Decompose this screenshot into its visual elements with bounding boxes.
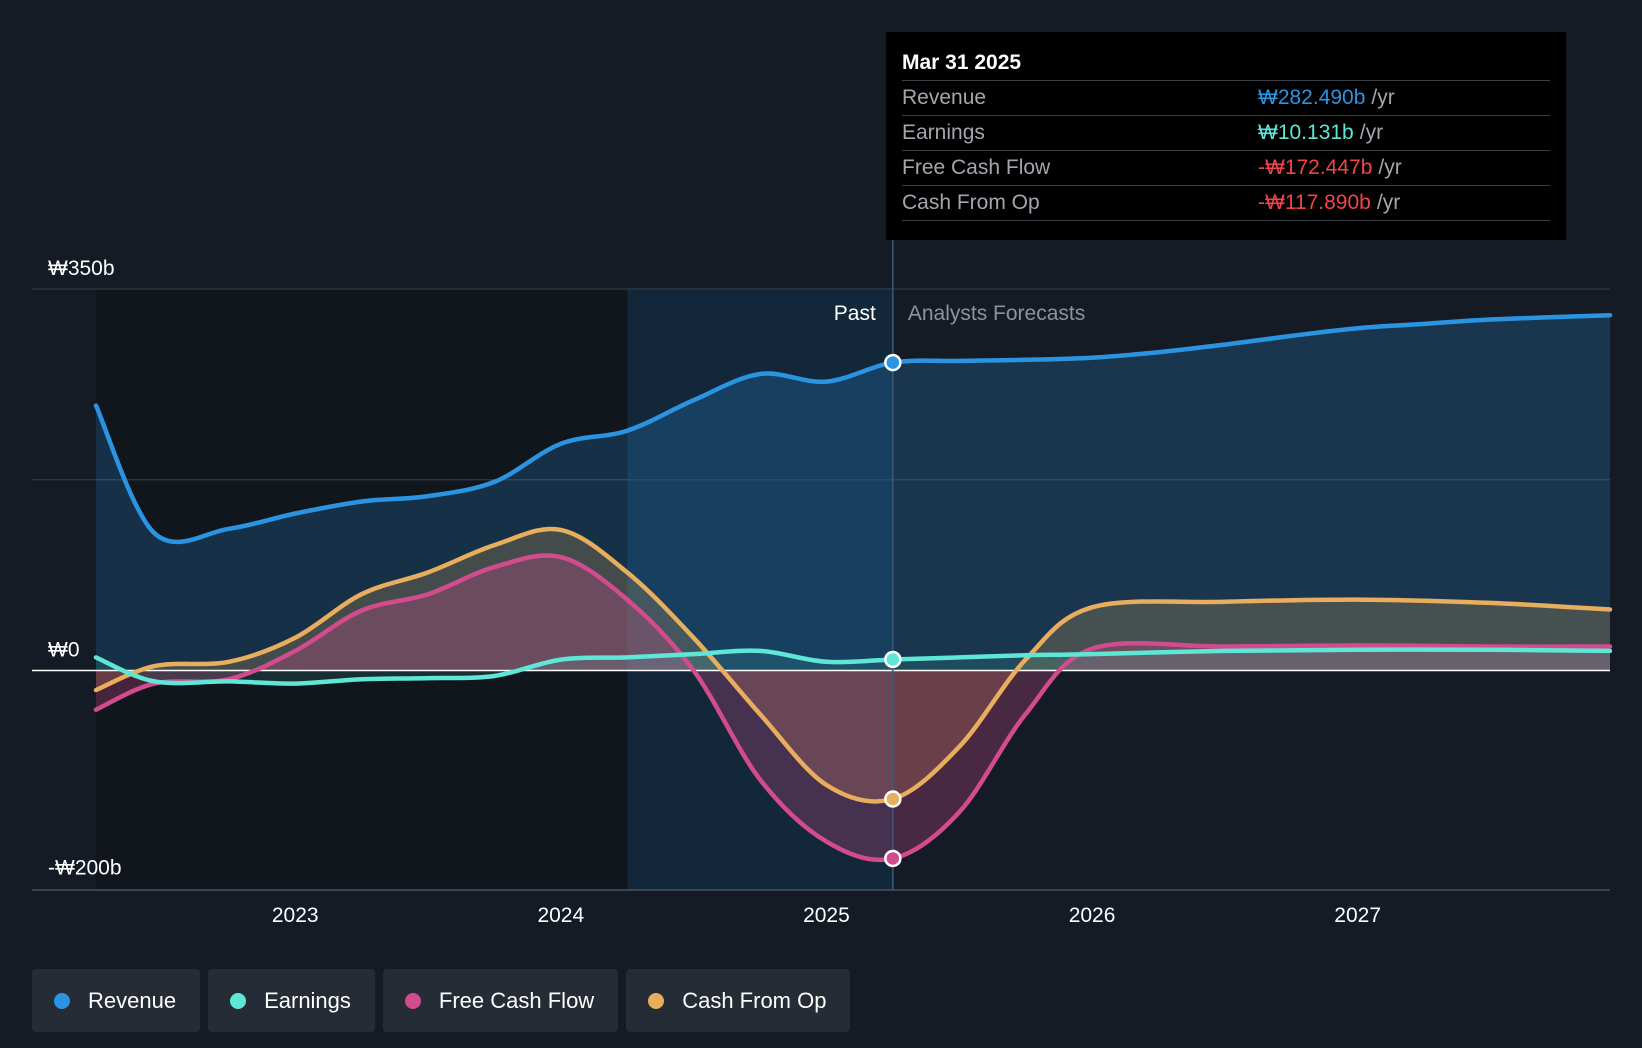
tooltip: Mar 31 2025 Revenue ₩282.490b/yr Earnings ₩…	[886, 32, 1566, 240]
earnings-area	[96, 649, 1610, 684]
hover-markers	[884, 353, 902, 868]
tooltip-row-value: ₩282.490b	[1258, 86, 1366, 109]
series-areas	[96, 315, 1610, 860]
y-axis-labels: ₩350b ₩0 -₩200b	[48, 257, 122, 880]
y-tick-label: -₩200b	[48, 857, 122, 880]
tooltip-row-unit: /yr	[1376, 191, 1401, 214]
tooltip-row-label: Revenue	[902, 86, 987, 109]
series-lines	[32, 312, 1613, 863]
legend-dot-icon	[54, 992, 70, 1009]
free-cash-flow-line	[93, 553, 1613, 863]
earnings-marker	[884, 650, 902, 669]
legend: Revenue Earnings Free Cash Flow Cash From O…	[32, 969, 851, 1032]
x-tick-label: 2026	[1069, 904, 1116, 927]
cash-from-op-line	[93, 526, 1613, 804]
x-tick-label: 2025	[803, 904, 850, 927]
tooltip-row-value: ₩10.131b	[1258, 121, 1354, 144]
tooltip-date: Mar 31 2025	[902, 51, 1022, 74]
legend-dot-icon	[230, 992, 247, 1009]
x-axis-labels: 2023 2024 2025 2026 2027	[272, 904, 1381, 927]
highlight-region	[627, 289, 893, 890]
legend-item-revenue[interactable]: Revenue	[32, 969, 201, 1032]
tooltip-row: Cash From Op -₩117.890b/yr	[902, 185, 1550, 221]
grid-lines	[32, 288, 1610, 891]
tooltip-row-value: -₩172.447b	[1258, 156, 1373, 179]
legend-item-free-cash-flow[interactable]: Free Cash Flow	[382, 969, 619, 1032]
earnings-line	[93, 647, 1613, 686]
legend-dot-icon	[404, 992, 421, 1009]
tooltip-row-unit: /yr	[1371, 86, 1395, 109]
cash-from-op-area	[96, 528, 1610, 802]
tooltip-row: Revenue ₩282.490b/yr	[902, 80, 1550, 115]
tooltip-row-unit: /yr	[1378, 156, 1402, 179]
legend-label: Revenue	[88, 987, 177, 1013]
tooltip-row-label: Earnings	[902, 121, 985, 144]
cash-from-op-marker	[884, 790, 902, 808]
free-cash-flow-marker	[884, 849, 902, 868]
tooltip-row: Free Cash Flow -₩172.447b/yr	[902, 150, 1550, 185]
tooltip-row-value: -₩117.890b	[1258, 191, 1371, 214]
revenue-area	[96, 315, 1610, 671]
legend-item-earnings[interactable]: Earnings	[208, 969, 375, 1032]
forecast-label: Analysts Forecasts	[908, 302, 1085, 325]
revenue-marker	[884, 353, 902, 372]
x-tick-label: 2023	[272, 904, 319, 927]
free-cash-flow-area	[96, 555, 1610, 860]
x-tick-label: 2027	[1334, 904, 1381, 927]
tooltip-row-label: Cash From Op	[902, 191, 1040, 214]
revenue-line	[93, 312, 1613, 545]
legend-label: Cash From Op	[682, 987, 827, 1013]
legend-label: Earnings	[264, 987, 351, 1013]
legend-dot-icon	[648, 992, 665, 1009]
tooltip-row: Earnings ₩10.131b/yr	[902, 115, 1550, 150]
tooltip-row-unit: /yr	[1359, 121, 1384, 144]
y-tick-label: ₩0	[48, 639, 80, 662]
legend-label: Free Cash Flow	[438, 987, 595, 1013]
past-label: Past	[834, 302, 876, 325]
x-tick-label: 2024	[537, 904, 584, 927]
y-tick-label: ₩350b	[48, 257, 115, 280]
tooltip-row-label: Free Cash Flow	[902, 156, 1051, 179]
legend-item-cash-from-op[interactable]: Cash From Op	[626, 969, 851, 1032]
